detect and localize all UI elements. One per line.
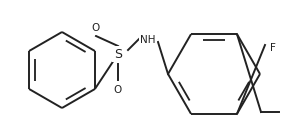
Text: O: O [92,23,100,33]
Text: O: O [114,85,122,95]
Text: NH: NH [140,35,156,45]
Text: F: F [270,43,276,53]
Text: S: S [114,47,122,61]
